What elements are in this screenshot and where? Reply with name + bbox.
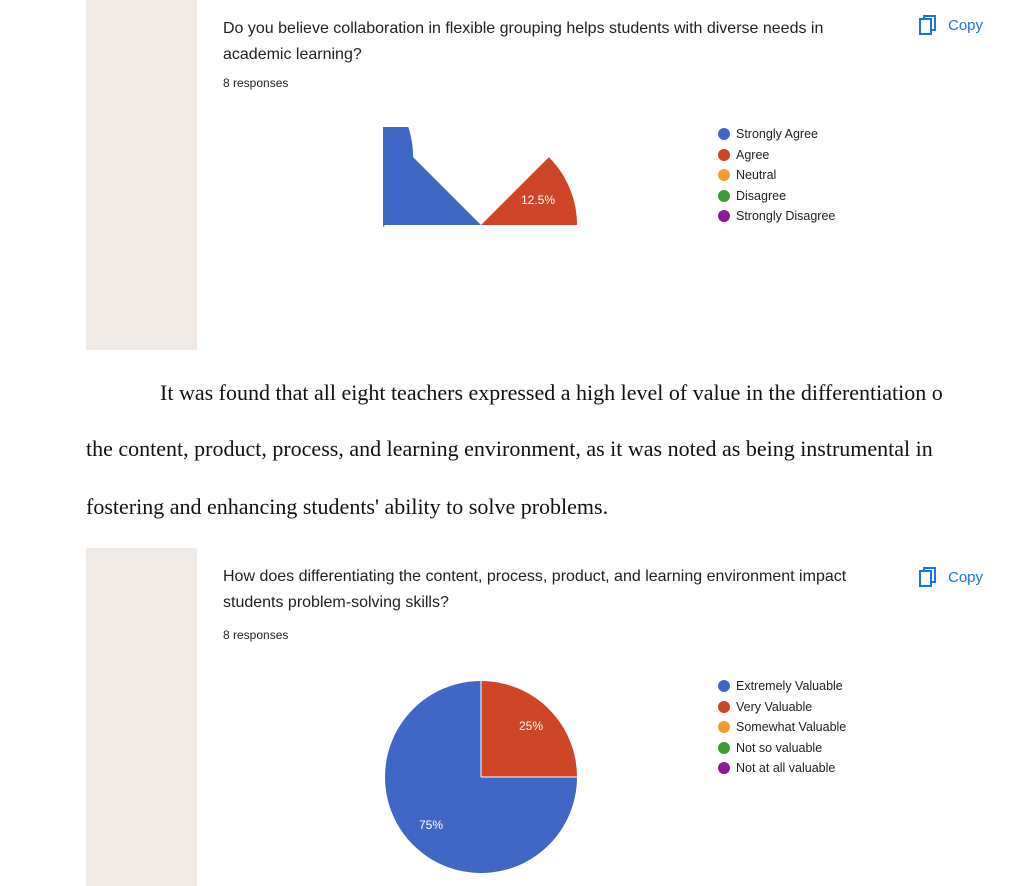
legend-dot	[718, 189, 730, 202]
pie-chart: 75% 25%	[385, 681, 577, 873]
legend-dot	[718, 169, 730, 182]
legend-item: Extremely Valuable	[718, 676, 846, 697]
paragraph-line: fostering and enhancing students' abilit…	[86, 494, 609, 519]
legend-label: Strongly Agree	[736, 127, 818, 142]
copy-button[interactable]: Copy	[918, 566, 983, 588]
legend-item: Somewhat Valuable	[718, 717, 846, 738]
pie-chart: 87.5% 12.5%	[383, 127, 577, 256]
legend-dot	[718, 148, 730, 161]
question-title: How does differentiating the content, pr…	[223, 568, 847, 611]
legend-item: Strongly Disagree	[718, 206, 835, 227]
chart-legend: Strongly Agree Agree Neutral Disagree St…	[718, 124, 835, 227]
pie-slice-strongly-agree	[383, 127, 481, 227]
copy-label: Copy	[948, 16, 984, 34]
slice-label-87: 87.5%	[405, 242, 439, 256]
legend-item: Not at all valuable	[718, 758, 846, 779]
legend-dot	[718, 741, 730, 754]
pie-slice-very-valuable	[481, 681, 577, 777]
legend-label: Neutral	[736, 168, 777, 183]
slice-label-75: 75%	[419, 818, 443, 832]
legend-item: Strongly Agree	[718, 124, 835, 145]
legend-label: Strongly Disagree	[736, 209, 836, 224]
chart-legend: Extremely Valuable Very Valuable Somewha…	[718, 676, 846, 779]
legend-dot	[718, 762, 730, 775]
legend-item: Not so valuable	[718, 738, 846, 759]
legend-label: Not at all valuable	[736, 761, 836, 776]
pie-slice-agree	[481, 157, 577, 225]
copy-icon	[919, 15, 936, 35]
legend-label: Disagree	[736, 188, 787, 203]
paragraph-line: It was found that all eight teachers exp…	[160, 380, 943, 405]
legend-dot	[718, 210, 730, 223]
legend-label: Agree	[736, 147, 770, 162]
legend-item: Neutral	[718, 165, 835, 186]
chart-card-collaboration: Do you believe collaboration in flexible…	[197, 0, 1034, 350]
legend-label: Very Valuable	[736, 699, 813, 714]
slice-label-12: 12.5%	[521, 193, 555, 207]
question-title: Do you believe collaboration in flexible…	[223, 20, 824, 63]
legend-item: Disagree	[718, 186, 835, 207]
copy-label: Copy	[948, 568, 984, 586]
legend-item: Very Valuable	[718, 697, 846, 718]
slice-label-25: 25%	[519, 719, 543, 733]
copy-icon	[919, 567, 936, 587]
legend-dot	[718, 721, 730, 734]
paragraph-line: the content, product, process, and learn…	[86, 436, 933, 461]
legend-dot	[718, 680, 730, 693]
response-count: 8 responses	[223, 76, 289, 90]
legend-dot	[718, 128, 730, 141]
legend-label: Extremely Valuable	[736, 679, 843, 694]
chart-card-differentiation: How does differentiating the content, pr…	[197, 548, 1034, 886]
legend-dot	[718, 700, 730, 713]
legend-item: Agree	[718, 145, 835, 166]
legend-label: Somewhat Valuable	[736, 720, 847, 735]
copy-button[interactable]: Copy	[918, 14, 983, 36]
response-count: 8 responses	[223, 628, 289, 642]
legend-label: Not so valuable	[736, 740, 823, 755]
